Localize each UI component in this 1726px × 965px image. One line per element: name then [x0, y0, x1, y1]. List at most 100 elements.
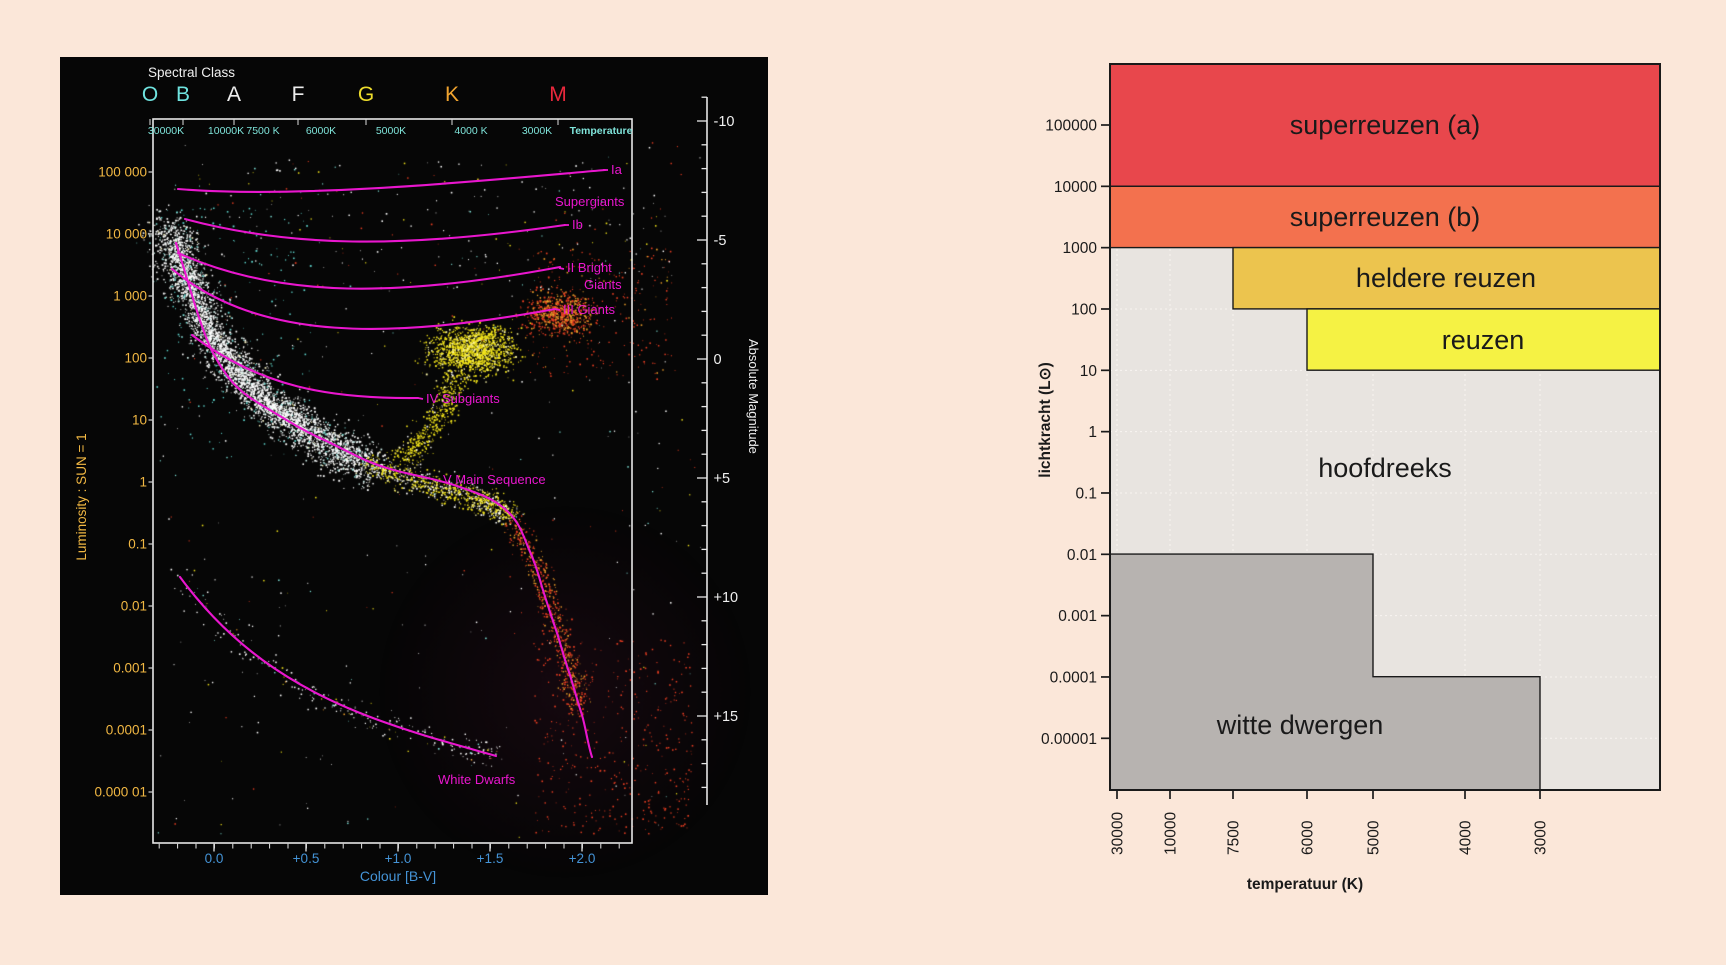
temperature-axis-title: temperatuur (K): [1247, 876, 1363, 893]
iii-leader: [553, 308, 561, 311]
y-tick-label: 10000: [1054, 179, 1097, 196]
spectral-class-letter-A: A: [227, 83, 241, 106]
y-tick-label: 0.00001: [1041, 731, 1097, 748]
curve-labels: Ia Supergiants Ib II Bright Giants III G…: [417, 162, 625, 787]
region-reuzen: [1306, 308, 1661, 371]
curve-label-iv: IV Subgiants: [426, 391, 500, 406]
x-tick-label: 3000: [1533, 820, 1550, 855]
spectral-class-letter-B: B: [176, 83, 190, 106]
spectral-class-letter-F: F: [292, 83, 305, 106]
hr-schematic: 100000 10000 1000 100 10 1 0.1 0.01 0.001 0.0001 0…: [1037, 63, 1661, 893]
curve-label-ib: Ib: [572, 217, 583, 232]
temperature-label: 3000K: [522, 125, 552, 137]
y-tick-label: 1: [1088, 424, 1097, 441]
luminosity-tick-label: 100: [124, 351, 147, 366]
hr-scatter-canvas: [60, 57, 768, 895]
schematic-panel: 100000 10000 1000 100 10 1 0.1 0.01 0.001 0.0001 0…: [1010, 55, 1710, 905]
label-witte-dwergen: witte dwergen: [1216, 710, 1384, 740]
luminosity-tick-label: 1: [139, 475, 147, 490]
curve-WhiteDwarfs: [178, 575, 498, 758]
region-heldere-reuzen: [1232, 246, 1661, 310]
spectral-class-letter-K: K: [445, 83, 459, 106]
colour-tick-label: +1.5: [477, 851, 504, 866]
schematic-plot-border: [1109, 63, 1661, 791]
spectral-class-letter-G: G: [358, 83, 374, 106]
temperature-label: 30000K: [148, 125, 184, 137]
label-reuzen: reuzen: [1442, 325, 1525, 355]
curve-Ia: [176, 168, 607, 193]
luminosity-tick-label: 0.1: [128, 537, 147, 552]
schematic-regions: [1109, 63, 1661, 791]
schematic-region-labels: superreuzen (a) superreuzen (b) heldere …: [1216, 110, 1536, 740]
y-tick-label: 0.0001: [1050, 669, 1097, 686]
curve-label-supergiants: Supergiants: [555, 194, 625, 209]
curve-label-iii: III Giants: [563, 302, 616, 317]
spectral-class-letter-O: O: [142, 83, 158, 106]
y-tick-label: 100000: [1045, 118, 1097, 135]
curve-III: [170, 267, 557, 330]
x-tick-label: 5000: [1366, 820, 1383, 855]
curve-label-ii-giants: Giants: [584, 277, 622, 292]
x-tick-label: 7500: [1226, 820, 1243, 855]
luminosity-tick-label: 10: [132, 413, 147, 428]
hr-plot-frame: [152, 118, 633, 844]
label-hoofdreeks: hoofdreeks: [1318, 453, 1452, 483]
temperature-label: Temperature: [570, 125, 633, 137]
curve-Ib: [183, 217, 567, 243]
lichtkracht-axis-title: lichtkracht (L⊙): [1037, 362, 1054, 477]
luminosity-tick-label: 0.001: [113, 661, 147, 676]
luminosity-tick-label: 100 000: [98, 165, 147, 180]
temperature-label: 6000K: [306, 125, 336, 137]
luminosity-axis-title: Luminosity : SUN = 1: [74, 433, 89, 560]
label-superreuzen-a: superreuzen (a): [1290, 110, 1481, 140]
absolute-magnitude-tick-label: +15: [714, 709, 739, 725]
y-tick-label: 0.001: [1058, 608, 1097, 625]
curve-II: [176, 251, 562, 290]
colour-tick-label: +2.0: [569, 851, 596, 866]
absolute-magnitude-axis-title: Absolute Magnitude: [746, 339, 761, 454]
x-tick-label: 10000: [1163, 812, 1180, 855]
temperature-label: 4000 K: [454, 125, 487, 137]
x-tick-label: 30000: [1110, 812, 1127, 855]
absolute-magnitude-tick-label: +10: [714, 590, 739, 606]
ii-leader: [558, 267, 565, 270]
absolute-magnitude-axis: -10 -5 0 +5 +10 +15: [697, 96, 739, 805]
absolute-magnitude-tick-label: 0: [714, 352, 722, 368]
curve-label-white-dwarfs: White Dwarfs: [438, 772, 516, 787]
schematic-y-tick-labels: 100000 10000 1000 100 10 1 0.1 0.01 0.001 0.0001 0…: [1041, 118, 1097, 748]
absolute-magnitude-tick-label: -10: [714, 114, 735, 130]
label-heldere-reuzen: heldere reuzen: [1356, 263, 1536, 293]
luminosity-class-curves: [170, 168, 607, 759]
curve-label-ia: Ia: [611, 162, 623, 177]
temperature-label: 7500 K: [246, 125, 279, 137]
colour-tick-label: 0.0: [205, 851, 224, 866]
region-superreuzen-a: [1109, 63, 1661, 188]
iv-leader: [417, 397, 424, 400]
curve-label-v: V Main Sequence: [443, 472, 546, 487]
colour-tick-labels: 0.0 +0.5 +1.0 +1.5 +2.0: [158, 843, 620, 866]
absolute-magnitude-tick-label: +5: [714, 471, 731, 487]
schematic-ticks: [1101, 124, 1541, 799]
luminosity-tick-label: 0.000 01: [94, 785, 147, 800]
colour-tick-label: +1.0: [385, 851, 412, 866]
temperature-label: 5000K: [376, 125, 406, 137]
temperature-scale-labels: 30000K 10000K 7500 K 6000K 5000K 4000 K 3000K T…: [148, 125, 633, 137]
y-tick-label: 0.1: [1075, 485, 1097, 502]
luminosity-tick-label: 0.0001: [106, 723, 147, 738]
x-tick-label: 4000: [1458, 820, 1475, 855]
temperature-label: 10000K: [208, 125, 244, 137]
curve-V: [174, 241, 594, 759]
schematic-x-tick-labels: 30000 10000 7500 6000 5000 4000 3000: [1110, 812, 1550, 855]
absolute-magnitude-tick-label: -5: [714, 233, 727, 249]
y-tick-label: 10: [1080, 363, 1098, 380]
y-tick-label: 100: [1071, 301, 1097, 318]
label-superreuzen-b: superreuzen (b): [1290, 202, 1481, 232]
y-tick-label: 1000: [1063, 240, 1098, 257]
luminosity-tick-label: 0.01: [121, 599, 147, 614]
spectral-class-title: Spectral Class: [148, 65, 235, 80]
colour-tick-label: +0.5: [293, 851, 320, 866]
spectral-class-letter-M: M: [549, 83, 567, 106]
x-tick-label: 6000: [1300, 820, 1317, 855]
